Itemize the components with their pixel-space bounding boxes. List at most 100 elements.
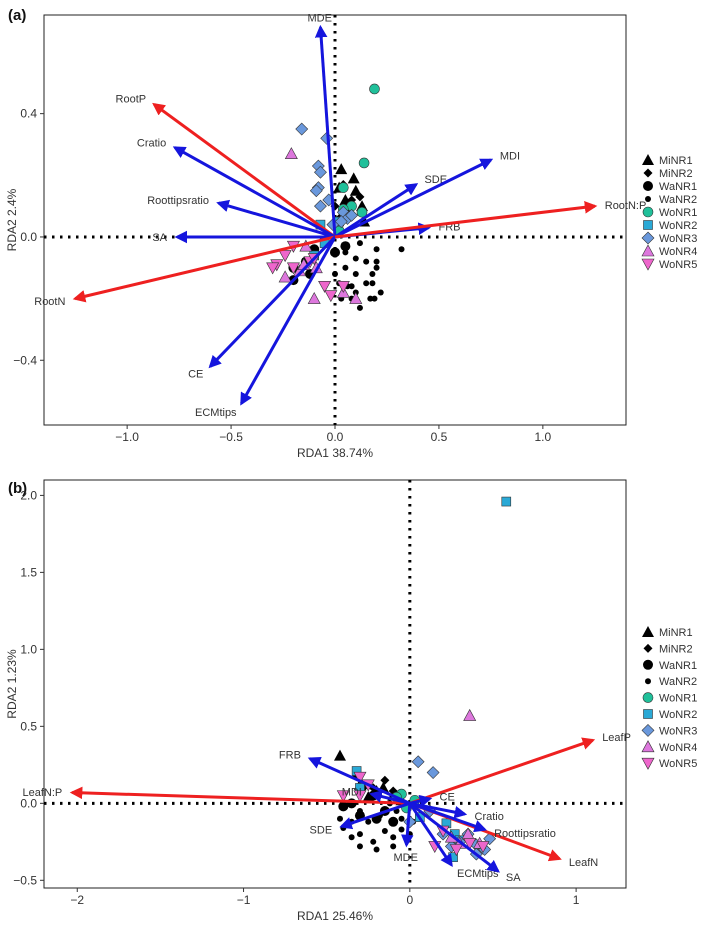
arrow-label: CE — [188, 369, 203, 381]
data-point — [309, 184, 323, 198]
arrow-label: LeafP — [602, 732, 631, 744]
data-point — [501, 496, 512, 507]
arrow-RootN:P — [334, 201, 598, 239]
arrow-label: Roottipsratio — [494, 828, 556, 840]
data-point — [363, 280, 370, 287]
arrow-SDE — [339, 801, 411, 830]
arrow-Roottipsratio — [216, 199, 336, 239]
legend-marker — [642, 626, 654, 637]
data-point — [355, 192, 365, 202]
legend-marker — [643, 659, 653, 670]
data-point — [398, 815, 405, 822]
data-point — [365, 818, 372, 825]
data-point — [332, 270, 338, 277]
legend-marker — [645, 196, 651, 202]
legend-marker — [641, 244, 655, 257]
y-axis-title: RDA2 2.4% — [5, 188, 19, 251]
data-point — [336, 790, 350, 803]
data-point — [476, 841, 490, 854]
y-tick-label: −0.4 — [13, 353, 37, 367]
data-point — [390, 834, 397, 841]
arrow-label: MDE — [308, 12, 332, 24]
legend-marker — [643, 643, 653, 653]
data-point — [342, 249, 349, 256]
arrow-label: MDI — [342, 787, 362, 799]
data-point — [388, 816, 399, 827]
legend-label: WaNR2 — [659, 194, 697, 206]
data-point — [356, 843, 363, 850]
arrow-label: FRB — [279, 750, 301, 762]
data-point — [390, 843, 397, 850]
data-point — [356, 831, 363, 838]
arrow-label: Cratio — [475, 811, 504, 823]
arrow-label: SDE — [310, 825, 333, 837]
arrow-label: ECMtips — [457, 868, 499, 880]
legend-marker — [642, 206, 654, 218]
panel-label: (a) — [8, 7, 26, 24]
data-point — [348, 283, 355, 290]
legend-label: WaNR2 — [659, 676, 697, 688]
arrow-label: RootP — [116, 93, 147, 105]
legend-label: WoNR5 — [659, 758, 697, 770]
legend-label: WoNR3 — [659, 725, 697, 737]
arrow-LeafN:P — [69, 786, 410, 805]
legend-label: WoNR1 — [659, 207, 697, 219]
x-axis-title: RDA1 25.46% — [297, 909, 373, 923]
legend-label: WoNR5 — [659, 259, 697, 271]
legend: MiNR1 MiNR2 WaNR1 WaNR2 WoNR1 WoNR2 WoNR3 WoNR4… — [641, 626, 697, 770]
data-point — [314, 165, 327, 179]
data-point — [373, 246, 380, 253]
legend-marker — [643, 709, 653, 719]
data-point — [349, 184, 362, 196]
legend-marker — [643, 181, 653, 191]
legend-marker — [643, 220, 653, 230]
arrow-RootN — [72, 235, 336, 303]
y-tick-label: 0.0 — [20, 230, 37, 244]
arrow-SA — [408, 802, 500, 873]
data-point — [373, 264, 380, 271]
arrow-MDI — [334, 158, 494, 239]
arrow-FRB — [307, 757, 411, 805]
data-point — [358, 157, 370, 169]
legend-marker — [641, 231, 655, 245]
legend-label: MiNR1 — [659, 155, 693, 167]
x-tick-label: −2 — [70, 893, 84, 907]
arrow-ECMtips — [408, 802, 453, 867]
data-point — [338, 801, 349, 812]
data-point — [266, 262, 280, 275]
data-point — [369, 280, 376, 287]
legend-label: MiNR1 — [659, 627, 693, 639]
data-point — [349, 291, 363, 304]
legend-marker — [641, 258, 655, 271]
arrow-label: LeafN:P — [23, 787, 63, 799]
data-point — [449, 844, 463, 857]
panel-a: (a) −1.0 −0.5 0.0 0.5 1.0 −0.4 0.0 0.4 RDA1 38.74… — [5, 7, 697, 460]
x-tick-label: 0 — [406, 893, 413, 907]
data-point — [369, 270, 376, 277]
legend-marker — [641, 723, 655, 737]
arrow-label: ECMtips — [195, 407, 237, 419]
x-tick-label: 0.0 — [327, 430, 344, 444]
y-tick-label: 0.4 — [20, 107, 37, 121]
arrow-label: RootN:P — [605, 200, 647, 212]
data-point — [324, 290, 338, 303]
y-tick-label: −0.5 — [13, 873, 37, 887]
legend-label: WoNR4 — [659, 742, 697, 754]
arrow-label: RootN — [34, 296, 65, 308]
arrow-label: MDI — [500, 150, 520, 162]
legend-marker — [642, 692, 654, 703]
data-point — [336, 815, 343, 822]
x-tick-label: −1.0 — [115, 430, 139, 444]
arrow-MDE — [401, 803, 414, 848]
arrow-RootP — [152, 102, 336, 239]
legend-label: WoNR4 — [659, 246, 697, 258]
legend-label: WaNR1 — [659, 181, 697, 193]
data-point — [352, 255, 359, 262]
data-point — [340, 241, 351, 252]
arrow-Cratio — [172, 146, 336, 239]
x-tick-label: 1.0 — [535, 430, 552, 444]
arrow-ECMtips — [240, 236, 337, 406]
x-tick-label: −0.5 — [219, 430, 243, 444]
legend-label: WaNR1 — [659, 660, 697, 672]
arrow-label: LeafN — [569, 857, 598, 869]
